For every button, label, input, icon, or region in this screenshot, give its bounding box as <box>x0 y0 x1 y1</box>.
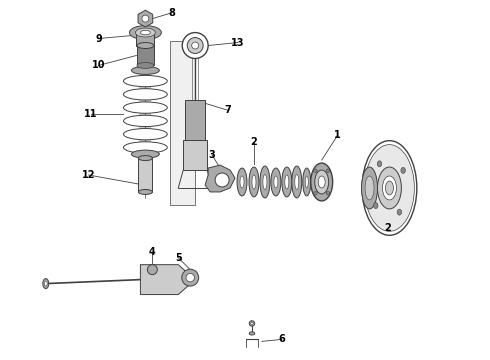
Ellipse shape <box>137 62 154 68</box>
Polygon shape <box>138 10 153 27</box>
Ellipse shape <box>131 150 159 158</box>
Text: 3: 3 <box>209 150 216 160</box>
Ellipse shape <box>315 170 329 194</box>
Text: 5: 5 <box>175 253 182 263</box>
Circle shape <box>147 265 157 275</box>
Text: 6: 6 <box>278 334 285 345</box>
Ellipse shape <box>249 167 259 197</box>
Ellipse shape <box>131 67 159 75</box>
Ellipse shape <box>362 167 377 209</box>
Ellipse shape <box>373 203 378 208</box>
Text: 9: 9 <box>95 33 102 44</box>
Ellipse shape <box>274 176 278 188</box>
Bar <box>140 75 151 154</box>
Polygon shape <box>141 265 195 294</box>
Text: 2: 2 <box>384 223 391 233</box>
Ellipse shape <box>187 37 203 54</box>
Ellipse shape <box>129 26 161 40</box>
Ellipse shape <box>138 189 152 194</box>
Circle shape <box>142 15 149 22</box>
Bar <box>138 158 152 192</box>
Circle shape <box>326 169 330 172</box>
Ellipse shape <box>135 28 155 37</box>
Ellipse shape <box>137 42 154 49</box>
Ellipse shape <box>305 176 308 188</box>
Text: 12: 12 <box>82 170 96 180</box>
Ellipse shape <box>383 176 396 200</box>
Ellipse shape <box>311 163 333 201</box>
Ellipse shape <box>285 175 289 189</box>
Polygon shape <box>171 41 195 205</box>
Bar <box>183 140 207 170</box>
Ellipse shape <box>182 32 208 58</box>
Ellipse shape <box>123 89 167 100</box>
Text: 13: 13 <box>231 37 245 48</box>
Ellipse shape <box>386 181 393 195</box>
Ellipse shape <box>123 142 167 153</box>
Ellipse shape <box>292 166 302 198</box>
Text: 4: 4 <box>149 247 156 257</box>
Text: 10: 10 <box>92 60 105 71</box>
Ellipse shape <box>123 129 167 140</box>
Bar <box>137 45 154 66</box>
Ellipse shape <box>365 145 415 231</box>
Ellipse shape <box>123 102 167 113</box>
Ellipse shape <box>192 42 198 49</box>
Ellipse shape <box>318 176 325 188</box>
Ellipse shape <box>401 167 405 174</box>
Ellipse shape <box>282 167 292 197</box>
Text: 8: 8 <box>169 8 176 18</box>
Ellipse shape <box>303 168 311 196</box>
Circle shape <box>215 173 229 187</box>
Ellipse shape <box>271 168 281 196</box>
Bar <box>185 100 205 140</box>
Circle shape <box>314 192 317 195</box>
Bar <box>136 32 154 45</box>
Polygon shape <box>205 165 235 192</box>
Text: 2: 2 <box>250 137 257 147</box>
Ellipse shape <box>295 175 299 189</box>
Ellipse shape <box>252 175 256 189</box>
Text: 1: 1 <box>334 130 341 140</box>
Ellipse shape <box>237 168 247 196</box>
Ellipse shape <box>377 167 401 209</box>
Ellipse shape <box>44 281 47 286</box>
Text: 11: 11 <box>84 109 98 119</box>
Circle shape <box>314 169 317 172</box>
Ellipse shape <box>43 279 49 289</box>
Ellipse shape <box>240 176 244 188</box>
Ellipse shape <box>377 161 382 167</box>
Ellipse shape <box>397 209 402 215</box>
Ellipse shape <box>123 75 167 87</box>
Text: 7: 7 <box>225 105 231 115</box>
Circle shape <box>182 269 198 286</box>
Ellipse shape <box>362 141 417 235</box>
Ellipse shape <box>123 115 167 127</box>
Ellipse shape <box>249 332 255 335</box>
Ellipse shape <box>263 175 267 189</box>
Ellipse shape <box>141 30 150 35</box>
Ellipse shape <box>365 176 374 200</box>
Circle shape <box>326 192 330 195</box>
Ellipse shape <box>249 321 255 326</box>
Ellipse shape <box>138 156 152 161</box>
Ellipse shape <box>251 322 253 325</box>
Circle shape <box>186 274 195 282</box>
Ellipse shape <box>260 166 270 198</box>
